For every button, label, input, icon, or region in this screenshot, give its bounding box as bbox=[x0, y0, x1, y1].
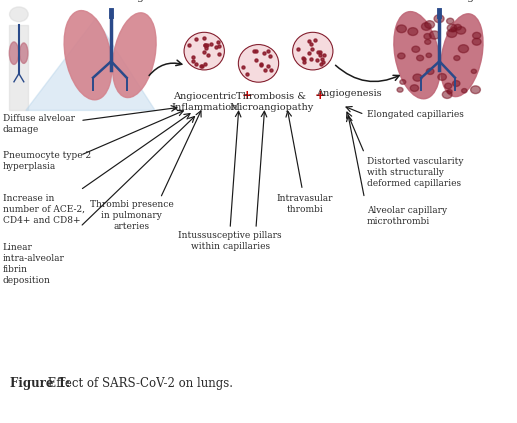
Circle shape bbox=[454, 25, 461, 30]
Circle shape bbox=[413, 74, 422, 81]
Ellipse shape bbox=[64, 11, 112, 100]
Circle shape bbox=[417, 55, 423, 61]
Ellipse shape bbox=[113, 13, 156, 98]
Text: Angiogenesis: Angiogenesis bbox=[316, 89, 382, 98]
Circle shape bbox=[424, 33, 431, 39]
Text: Diffuse alveloar
damage: Diffuse alveloar damage bbox=[3, 115, 74, 134]
Polygon shape bbox=[26, 19, 155, 110]
Circle shape bbox=[438, 74, 446, 80]
Circle shape bbox=[425, 21, 434, 28]
Text: +: + bbox=[242, 89, 252, 102]
Circle shape bbox=[397, 25, 406, 33]
Text: Alveolar capillary
microthrombi: Alveolar capillary microthrombi bbox=[367, 206, 447, 226]
Circle shape bbox=[473, 38, 481, 45]
Ellipse shape bbox=[9, 42, 19, 64]
Ellipse shape bbox=[238, 44, 279, 82]
Circle shape bbox=[459, 45, 468, 53]
Circle shape bbox=[421, 23, 431, 30]
Circle shape bbox=[447, 90, 452, 93]
Circle shape bbox=[471, 69, 477, 74]
Text: Distorted vascularity
with structurally
deformed capillaries: Distorted vascularity with structurally … bbox=[367, 157, 464, 188]
Text: Linear
intra-alveolar
fibrin
deposition: Linear intra-alveolar fibrin deposition bbox=[3, 243, 65, 285]
Circle shape bbox=[424, 39, 431, 44]
Ellipse shape bbox=[293, 32, 333, 70]
Circle shape bbox=[410, 85, 419, 91]
Circle shape bbox=[447, 18, 454, 24]
Circle shape bbox=[451, 27, 456, 32]
Circle shape bbox=[445, 83, 452, 89]
Circle shape bbox=[473, 32, 481, 39]
Text: Infected lungs: Infected lungs bbox=[399, 0, 480, 2]
Ellipse shape bbox=[394, 11, 440, 99]
Text: Thrombosis &
Microangiopathy: Thrombosis & Microangiopathy bbox=[230, 92, 313, 112]
Circle shape bbox=[457, 27, 466, 34]
Circle shape bbox=[408, 27, 418, 36]
Circle shape bbox=[398, 53, 405, 59]
Circle shape bbox=[470, 86, 480, 93]
Text: Pneumocyte type 2
hyperplasia: Pneumocyte type 2 hyperplasia bbox=[3, 151, 90, 171]
Circle shape bbox=[412, 46, 420, 52]
Circle shape bbox=[9, 7, 28, 22]
Circle shape bbox=[400, 80, 406, 84]
Text: Angiocentric
Inflammation: Angiocentric Inflammation bbox=[171, 92, 237, 112]
Circle shape bbox=[430, 31, 440, 39]
Circle shape bbox=[397, 88, 403, 92]
Text: Elongated capillaries: Elongated capillaries bbox=[367, 110, 464, 119]
Circle shape bbox=[454, 55, 460, 60]
Text: Increase in
number of ACE-2,
CD4+ and CD8+: Increase in number of ACE-2, CD4+ and CD… bbox=[3, 194, 85, 225]
Polygon shape bbox=[9, 25, 28, 110]
Circle shape bbox=[462, 88, 467, 93]
Text: Intravasular
thrombi: Intravasular thrombi bbox=[277, 194, 333, 214]
Text: Normal lungs: Normal lungs bbox=[73, 0, 149, 2]
Circle shape bbox=[426, 53, 432, 58]
Circle shape bbox=[427, 69, 434, 74]
Text: Intussusceptive pillars
within capillaries: Intussusceptive pillars within capillari… bbox=[178, 231, 282, 251]
Circle shape bbox=[434, 15, 444, 23]
Text: Thrombi presence
in pulmonary
arteries: Thrombi presence in pulmonary arteries bbox=[90, 201, 174, 231]
Text: Figure 1:: Figure 1: bbox=[10, 377, 70, 390]
Circle shape bbox=[447, 30, 457, 37]
Circle shape bbox=[447, 24, 457, 32]
Text: Effect of SARS-CoV-2 on lungs.: Effect of SARS-CoV-2 on lungs. bbox=[44, 377, 233, 390]
Circle shape bbox=[452, 80, 460, 86]
Ellipse shape bbox=[184, 32, 224, 70]
Text: +: + bbox=[314, 89, 325, 102]
Circle shape bbox=[443, 91, 452, 99]
Ellipse shape bbox=[20, 43, 28, 63]
Ellipse shape bbox=[440, 14, 483, 96]
